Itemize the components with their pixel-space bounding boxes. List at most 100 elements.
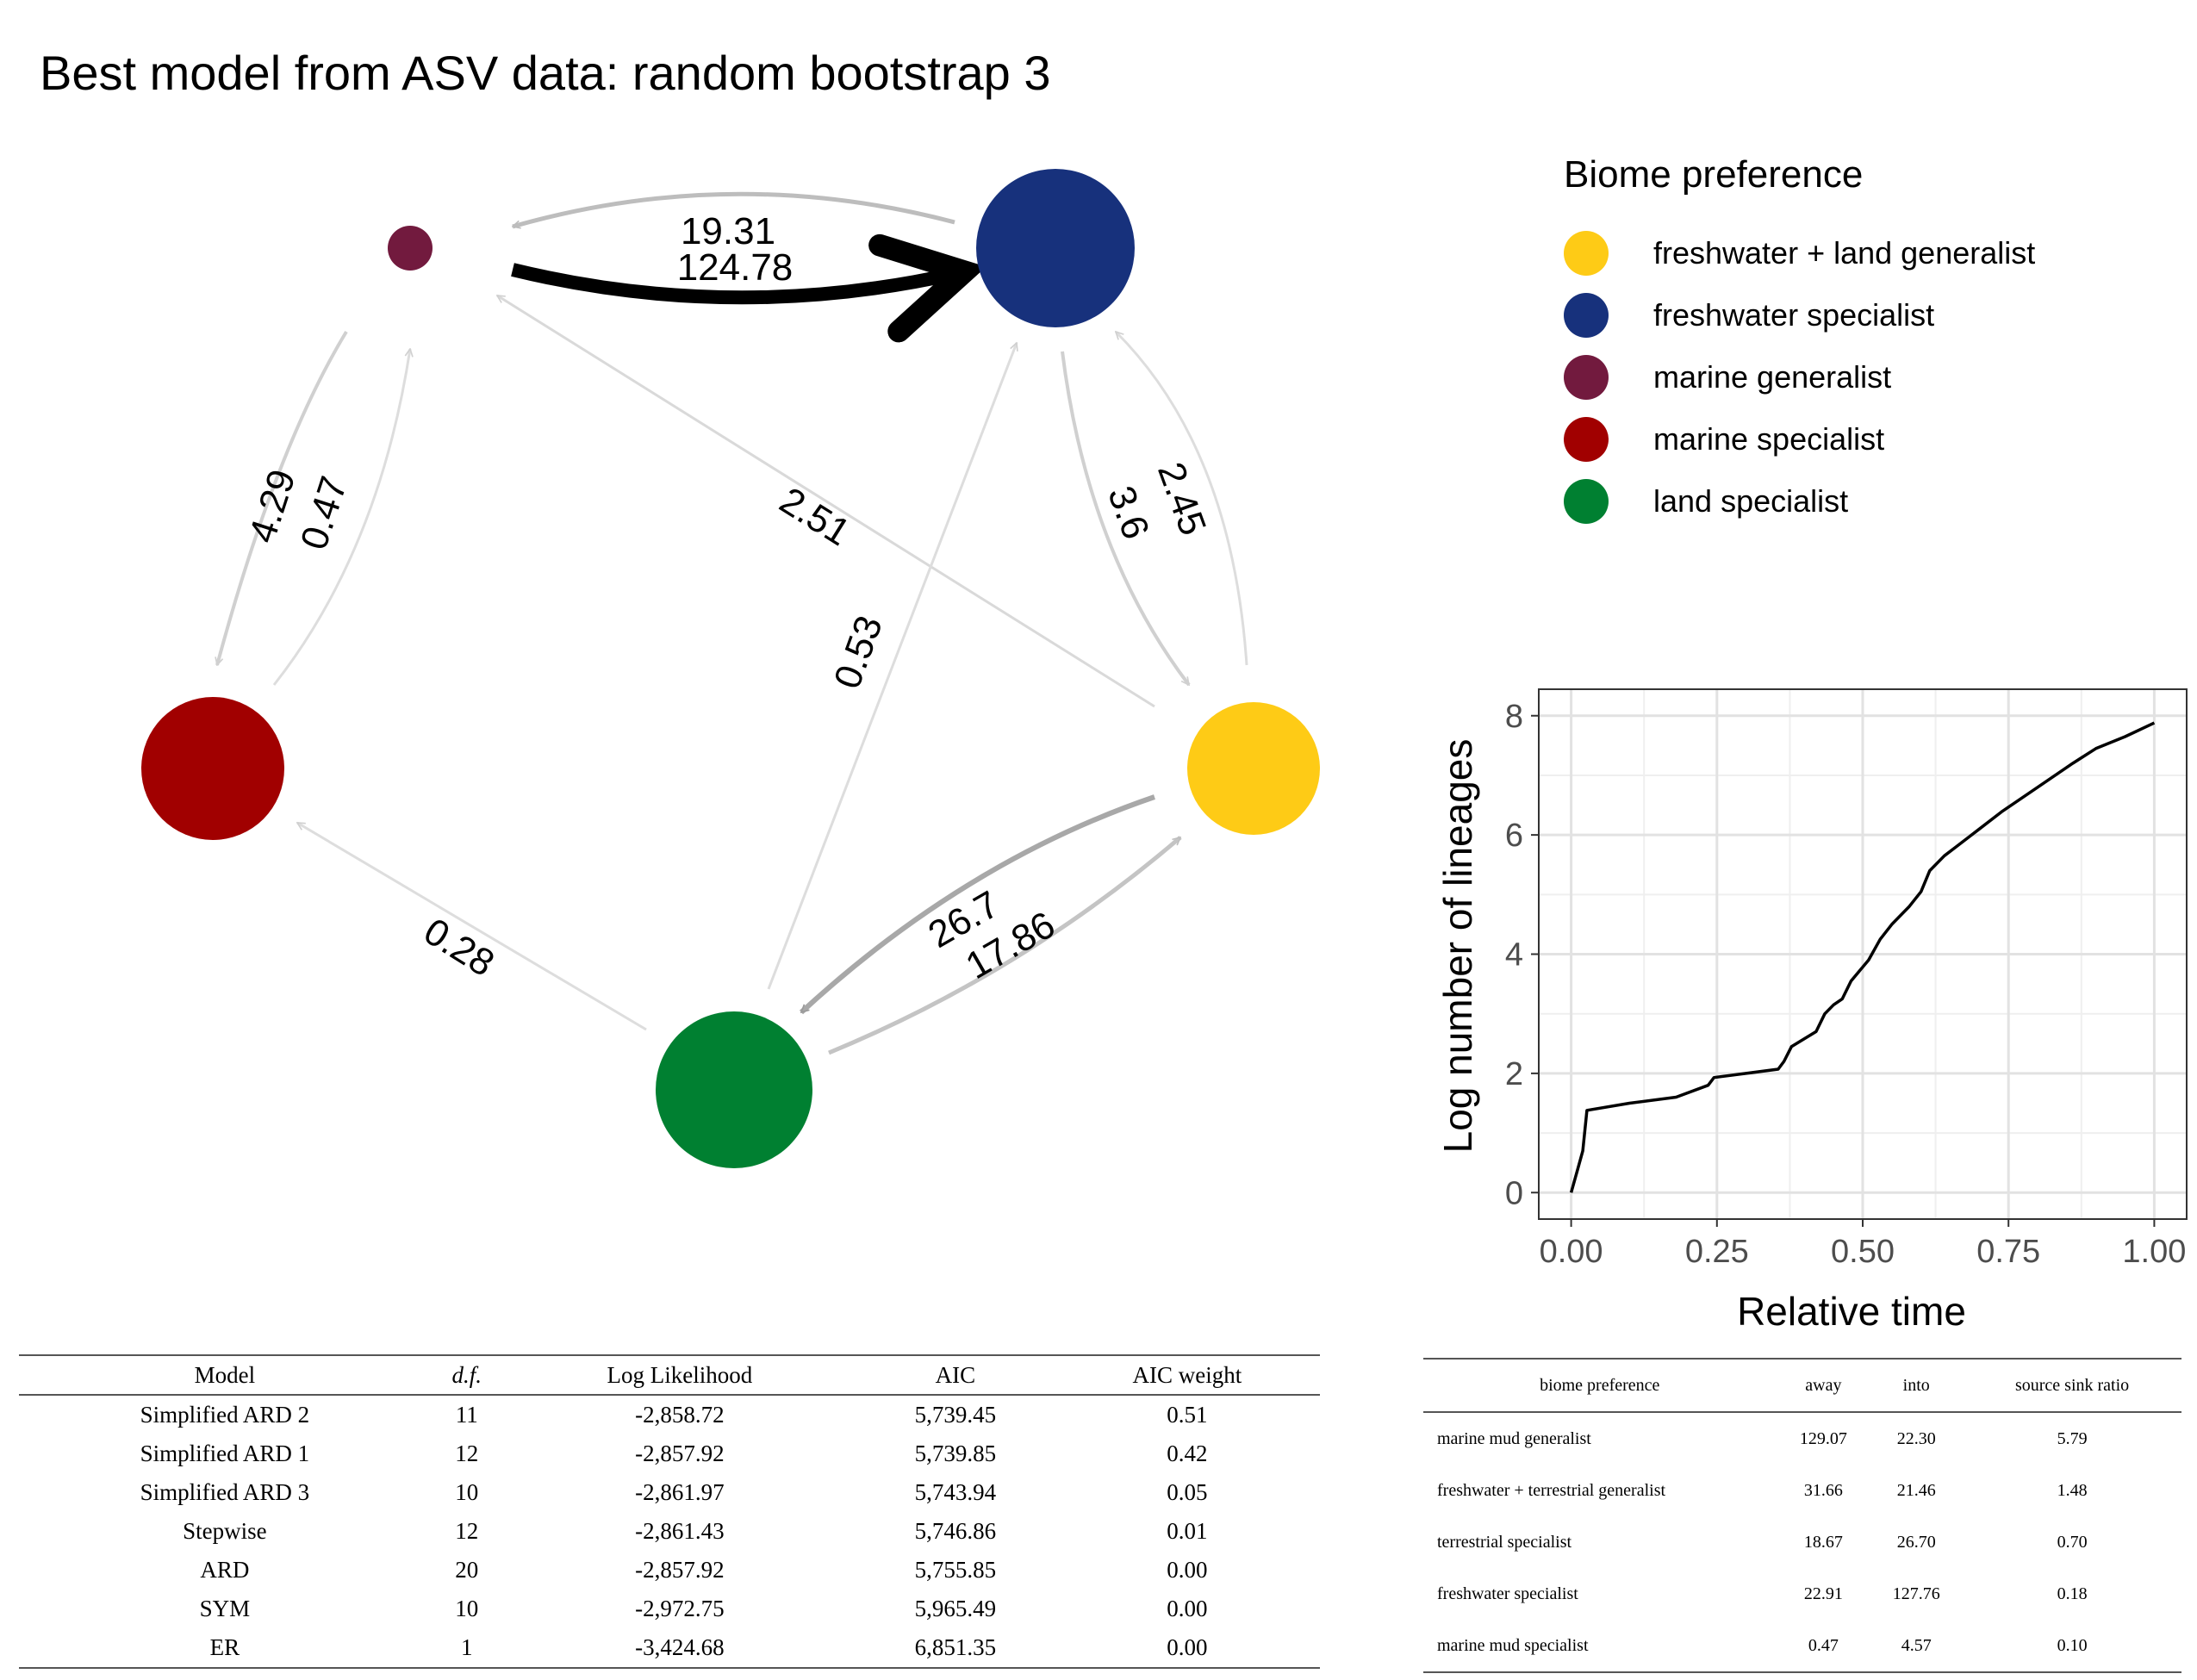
table-row: ARD 20 -2,857.92 5,755.85 0.00 xyxy=(19,1551,1320,1590)
table-cell: marine mud generalist xyxy=(1437,1429,1591,1448)
legend-swatch xyxy=(1564,417,1609,462)
legend-item: marine generalist xyxy=(1564,346,2035,408)
table-cell: 0.05 xyxy=(1167,1479,1208,1505)
y-tick-label: 2 xyxy=(1505,1056,1523,1092)
legend-swatch xyxy=(1564,231,1609,276)
column-header: biome preference xyxy=(1540,1375,1660,1395)
table-cell: marine mud specialist xyxy=(1437,1636,1589,1655)
table-cell: 0.10 xyxy=(2057,1635,2088,1655)
edge-label-19-31: 19.31 xyxy=(681,210,775,252)
ltt-series-line xyxy=(1569,721,2156,1193)
legend-swatch xyxy=(1564,479,1609,524)
edge-freshwater-to-marine-generalist xyxy=(513,191,955,227)
table-header-row: biome preference away into source sink r… xyxy=(1423,1359,2181,1412)
edge-fl-generalist-to-marine-generalist xyxy=(497,294,1155,708)
table-cell: -2,861.43 xyxy=(635,1518,725,1544)
legend-item: freshwater specialist xyxy=(1564,284,2035,346)
table-cell: 5,965.49 xyxy=(914,1596,997,1621)
legend-label: marine generalist xyxy=(1653,359,1892,395)
model-comparison-table: Model d.f. Log Likelihood AIC AIC weight… xyxy=(19,1354,1320,1669)
node-freshwater-land-generalist xyxy=(1187,702,1320,835)
chart-grid xyxy=(1539,689,2187,1219)
table-cell: 127.76 xyxy=(1892,1584,1940,1603)
y-axis-label: Log number of lineages xyxy=(1435,739,1480,1154)
x-axis-label: Relative time xyxy=(1737,1289,1966,1334)
table-cell: Simplified ARD 2 xyxy=(140,1402,310,1428)
table-cell: -2,972.75 xyxy=(635,1596,725,1621)
table-cell: 0.00 xyxy=(1167,1634,1208,1660)
column-header: AIC weight xyxy=(1132,1361,1242,1388)
table-cell: 12 xyxy=(455,1440,479,1466)
table-cell: 5,739.85 xyxy=(914,1440,997,1466)
legend-label: freshwater + land generalist xyxy=(1653,235,2036,271)
table-cell: 4.57 xyxy=(1901,1635,1932,1655)
legend-swatch xyxy=(1564,293,1609,338)
node-marine-specialist xyxy=(141,697,284,840)
x-tick-label: 0.25 xyxy=(1685,1234,1749,1270)
node-marine-generalist xyxy=(388,226,433,271)
edge-marine-generalist-to-marine-specialist xyxy=(217,330,348,665)
table-cell: -2,857.92 xyxy=(635,1557,725,1583)
column-header: Log Likelihood xyxy=(607,1361,753,1388)
table-row: Simplified ARD 1 12 -2,857.92 5,739.85 0.42 xyxy=(19,1434,1320,1473)
column-header: d.f. xyxy=(451,1361,482,1388)
table-row: Stepwise 12 -2,861.43 5,746.86 0.01 xyxy=(19,1512,1320,1551)
x-tick-label: 0.50 xyxy=(1831,1234,1895,1270)
table-cell: -2,857.92 xyxy=(635,1440,725,1466)
edge-label-0-53: 0.53 xyxy=(826,610,891,694)
table-cell: -2,861.97 xyxy=(635,1479,725,1505)
table-row: SYM 10 -2,972.75 5,965.49 0.00 xyxy=(19,1590,1320,1628)
table-cell: 129.07 xyxy=(1799,1428,1847,1448)
table-cell: 5,739.45 xyxy=(914,1402,997,1428)
transition-network: 19.31 124.78 4.29 0.47 2.51 0.53 3.6 2.4… xyxy=(141,169,1320,1168)
table-cell: 5.79 xyxy=(2057,1428,2088,1448)
table-row: Simplified ARD 3 10 -2,861.97 5,743.94 0.05 xyxy=(19,1473,1320,1512)
table-cell: 1.48 xyxy=(2057,1480,2088,1500)
legend-swatch xyxy=(1564,355,1609,400)
x-tick-label: 1.00 xyxy=(2122,1234,2186,1270)
node-freshwater-specialist xyxy=(976,169,1135,327)
table-cell: Simplified ARD 1 xyxy=(140,1440,310,1466)
column-header: source sink ratio xyxy=(2014,1375,2130,1395)
table-cell: 10 xyxy=(455,1479,479,1505)
table-cell: 20 xyxy=(455,1557,479,1583)
edge-land-to-fl-generalist xyxy=(828,836,1182,1055)
table-cell: 31.66 xyxy=(1803,1480,1843,1500)
edge-label-2-51: 2.51 xyxy=(772,479,857,554)
table-row: Simplified ARD 2 11 -2,858.72 5,739.45 0.51 xyxy=(19,1395,1320,1434)
legend-item: marine specialist xyxy=(1564,408,2035,470)
table-cell: 0.01 xyxy=(1167,1518,1208,1544)
legend-title: Biome preference xyxy=(1564,153,1864,196)
table-cell: 6,851.35 xyxy=(914,1634,997,1660)
table-cell: -3,424.68 xyxy=(635,1634,725,1660)
legend-item: land specialist xyxy=(1564,470,2035,532)
legend: Biome preference freshwater + land gener… xyxy=(1564,153,2035,532)
column-header: away xyxy=(1805,1375,1842,1395)
legend-label: freshwater specialist xyxy=(1653,297,1935,333)
table-cell: 0.00 xyxy=(1167,1557,1208,1583)
x-tick-label: 0.00 xyxy=(1540,1234,1603,1270)
edge-fl-generalist-to-freshwater xyxy=(1116,332,1248,666)
table-row: freshwater specialist 22.91 127.76 0.18 xyxy=(1423,1568,2181,1620)
edge-label-124-78: 124.78 xyxy=(677,246,794,289)
table-cell: Stepwise xyxy=(183,1518,267,1544)
page-title: Best model from ASV data: random bootstr… xyxy=(40,46,1051,100)
table-row: marine mud specialist 0.47 4.57 0.10 xyxy=(1423,1620,2181,1672)
edge-freshwater-to-fl-generalist xyxy=(1061,351,1191,685)
chart-ticks: 0.00 0.25 0.50 0.75 1.00 0 2 4 6 8 xyxy=(1505,699,2187,1270)
table-cell: freshwater specialist xyxy=(1437,1584,1578,1603)
legend-label: land specialist xyxy=(1653,483,1849,519)
edge-land-to-marine-specialist xyxy=(297,821,647,1031)
table-cell: freshwater + terrestrial generalist xyxy=(1437,1481,1666,1500)
source-sink-table: biome preference away into source sink r… xyxy=(1423,1358,2181,1673)
table-cell: 0.47 xyxy=(1808,1635,1839,1655)
table-cell: 18.67 xyxy=(1803,1532,1843,1552)
table-cell: Simplified ARD 3 xyxy=(140,1479,310,1505)
y-tick-label: 6 xyxy=(1505,818,1523,854)
edge-label-0-47: 0.47 xyxy=(293,471,356,555)
y-tick-label: 0 xyxy=(1505,1175,1523,1211)
edge-label-0-28: 0.28 xyxy=(416,910,501,985)
column-header: into xyxy=(1902,1375,1930,1395)
edge-marine-generalist-to-freshwater xyxy=(511,270,954,297)
table-cell: 11 xyxy=(455,1402,478,1428)
